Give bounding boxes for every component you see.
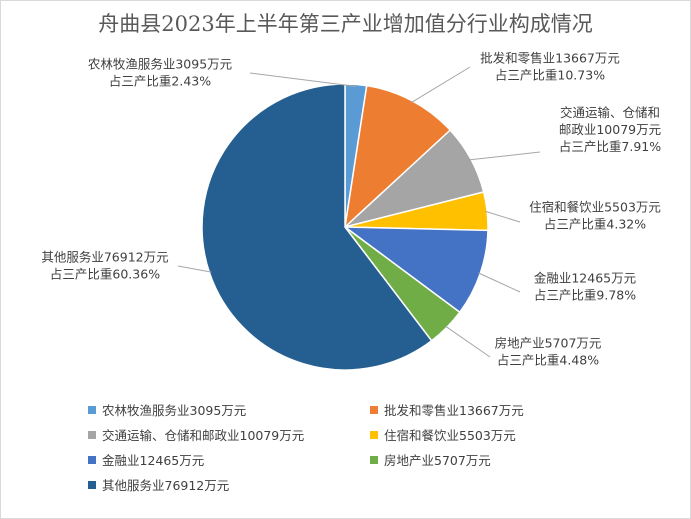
legend-label: 房地产业5707万元 bbox=[384, 453, 491, 468]
legend-swatch bbox=[370, 455, 378, 464]
legend-item-3: 交通运输、仓储和邮政业10079万元 bbox=[88, 425, 370, 444]
leader-line-4 bbox=[484, 210, 521, 223]
data-label-5: 金融业12465万元占三产比重9.78% bbox=[534, 271, 636, 303]
legend-label: 农林牧渔服务业3095万元 bbox=[102, 403, 247, 418]
legend-swatch bbox=[88, 405, 96, 414]
legend-swatch bbox=[370, 430, 378, 439]
data-label-3: 交通运输、仓储和邮政业10079万元占三产比重7.91% bbox=[559, 105, 661, 154]
legend-label: 批发和零售业13667万元 bbox=[384, 403, 524, 418]
data-label-1: 农林牧渔服务业3095万元占三产比重2.43% bbox=[88, 57, 232, 89]
legend-swatch bbox=[88, 480, 96, 489]
data-label-4: 住宿和餐饮业5503万元占三产比重4.32% bbox=[529, 200, 661, 232]
legend-label: 其他服务业76912万元 bbox=[102, 478, 230, 493]
leader-line-1 bbox=[249, 72, 356, 87]
leader-line-7 bbox=[177, 265, 212, 273]
chart-title: 舟曲县2023年上半年第三产业增加值分行业构成情况 bbox=[98, 12, 593, 36]
data-label-7: 其他服务业76912万元占三产比重60.36% bbox=[41, 250, 168, 282]
leader-line-3 bbox=[468, 151, 541, 161]
legend-item-1: 农林牧渔服务业3095万元 bbox=[88, 400, 370, 419]
legend-swatch bbox=[88, 455, 96, 464]
legend-swatch bbox=[88, 430, 96, 439]
leader-line-5 bbox=[478, 272, 521, 293]
data-label-2: 批发和零售业13667万元占三产比重10.73% bbox=[480, 51, 620, 83]
legend-swatch bbox=[370, 405, 378, 414]
chart-legend: 农林牧渔服务业3095万元 批发和零售业13667万元交通运输、仓储和邮政业100… bbox=[88, 400, 648, 494]
legend-item-5: 金融业12465万元 bbox=[88, 450, 370, 469]
data-label-6: 房地产业5707万元占三产比重4.48% bbox=[495, 336, 602, 368]
legend-label: 住宿和餐饮业5503万元 bbox=[384, 428, 516, 443]
legend-item-4: 住宿和餐饮业5503万元 bbox=[370, 425, 640, 444]
leader-line-2 bbox=[411, 66, 471, 103]
leader-line-6 bbox=[445, 325, 491, 358]
pie-slice-2 bbox=[343, 84, 452, 230]
legend-label: 交通运输、仓储和邮政业10079万元 bbox=[102, 428, 305, 443]
legend-item-6: 房地产业5707万元 bbox=[370, 450, 640, 469]
pie-slice-7 bbox=[201, 83, 433, 371]
legend-item-2: 批发和零售业13667万元 bbox=[370, 400, 640, 419]
legend-item-7: 其他服务业76912万元 bbox=[88, 475, 370, 494]
legend-label: 金融业12465万元 bbox=[102, 453, 205, 468]
